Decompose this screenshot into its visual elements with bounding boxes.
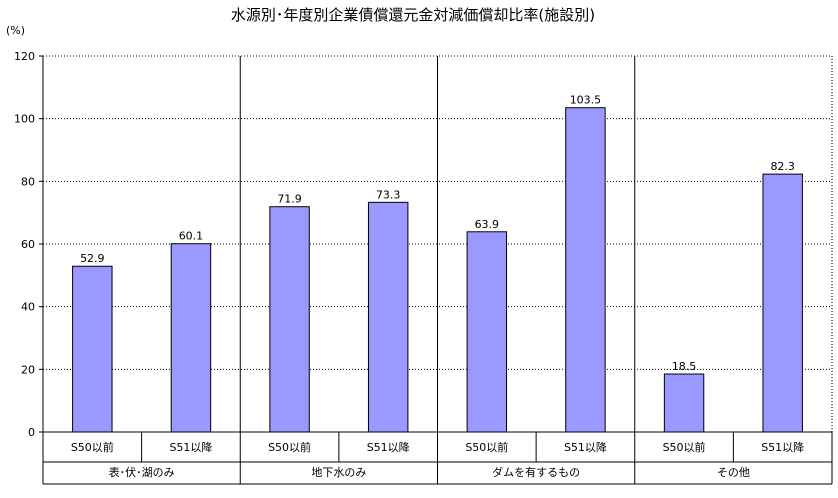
- data-label: 71.9: [277, 193, 302, 206]
- bar: [72, 265, 113, 433]
- data-label: 52.9: [80, 252, 105, 265]
- data-label: 103.5: [570, 94, 602, 107]
- category-label: S50以前: [71, 440, 114, 454]
- gridlines: [43, 55, 833, 432]
- group-dividers: [239, 56, 636, 432]
- bar: [466, 231, 508, 433]
- data-label: 18.5: [672, 360, 697, 373]
- axes: [39, 55, 833, 485]
- y-tick-label: 20: [21, 363, 35, 376]
- category-label: S51以降: [564, 440, 607, 454]
- category-label: S50以前: [465, 440, 508, 454]
- y-tick-labels: 0 20 40 60 80 100 120: [14, 50, 35, 439]
- category-label: S51以降: [169, 440, 212, 454]
- category-label: S50以前: [663, 440, 706, 454]
- group-label: 表･伏･湖のみ: [109, 465, 175, 479]
- group-label: 地下水のみ: [311, 466, 366, 479]
- bar: [269, 206, 310, 433]
- y-tick-label: 0: [28, 426, 35, 439]
- bar: [367, 201, 409, 433]
- data-label: 63.9: [475, 218, 500, 231]
- bar: [762, 173, 803, 433]
- y-tick-label: 40: [21, 301, 35, 314]
- bar: [170, 243, 212, 433]
- data-label: 60.1: [179, 230, 204, 243]
- y-tick-label: 120: [14, 50, 35, 63]
- category-label: S50以前: [268, 440, 311, 454]
- category-label: S51以降: [367, 440, 410, 454]
- bar: [565, 107, 606, 433]
- group-labels: 表･伏･湖のみ 地下水のみ ダムを有するもの その他: [109, 465, 750, 479]
- group-label: その他: [717, 466, 750, 479]
- data-labels: 52.9 60.1 71.9 73.3 63.9 103.5 18.5 82.3: [80, 94, 795, 373]
- y-tick-label: 60: [21, 238, 35, 251]
- category-labels: S50以前 S51以降 S50以前 S51以降 S50以前 S51以降 S50以前 S51以降: [71, 440, 804, 454]
- data-label: 82.3: [770, 160, 795, 173]
- y-axis-unit: (%): [6, 24, 25, 37]
- group-label: ダムを有するもの: [492, 465, 580, 479]
- y-tick-label: 80: [21, 175, 35, 188]
- chart-title: 水源別･年度別企業債償還元金対減価償却比率(施設別): [231, 6, 595, 24]
- data-label: 73.3: [376, 188, 401, 201]
- y-tick-label: 100: [14, 113, 35, 126]
- category-label: S51以降: [761, 440, 804, 454]
- bar: [663, 373, 705, 433]
- bars: [72, 107, 803, 433]
